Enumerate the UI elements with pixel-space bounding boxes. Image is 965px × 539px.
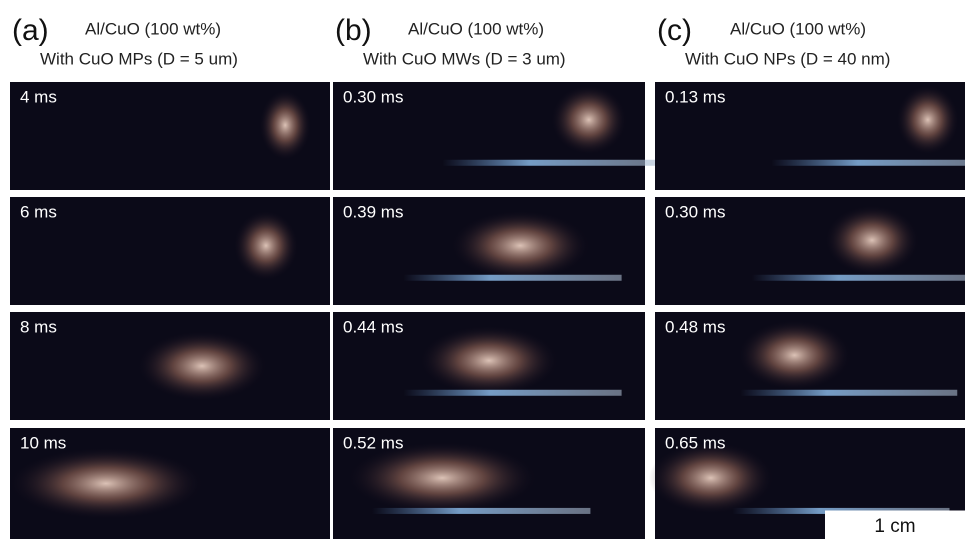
- flame-front: [452, 211, 589, 280]
- frame-time: 0.39 ms: [343, 202, 403, 221]
- flame-front: [349, 442, 536, 513]
- frame-time: 0.13 ms: [665, 87, 725, 106]
- tube-reflection: [740, 390, 957, 396]
- flame-front: [897, 85, 959, 154]
- frame-time: 0.44 ms: [343, 317, 403, 336]
- panel-label: (a): [12, 14, 49, 47]
- tube-reflection: [403, 275, 621, 281]
- flame-front: [10, 448, 202, 519]
- panel-subtitle: With CuO NPs (D = 40 nm): [685, 49, 890, 68]
- frame-time: 0.30 ms: [665, 202, 725, 221]
- frame-time: 8 ms: [20, 317, 57, 336]
- frame-time: 0.48 ms: [665, 317, 725, 336]
- panel-subtitle: With CuO MWs (D = 3 um): [363, 49, 566, 68]
- flame-front: [551, 85, 626, 154]
- flame-front: [420, 326, 557, 395]
- frame-time: 6 ms: [20, 202, 57, 221]
- frame-time: 10 ms: [20, 433, 66, 452]
- panel-title: Al/CuO (100 wt%): [408, 19, 544, 38]
- frame-time: 4 ms: [20, 87, 57, 106]
- flame-front: [739, 321, 851, 390]
- panel-subtitle: With CuO MPs (D = 5 um): [40, 49, 238, 68]
- flame-front: [826, 206, 919, 275]
- frame-time: 0.30 ms: [343, 87, 403, 106]
- panel-label: (b): [335, 14, 372, 47]
- scale-bar-label: 1 cm: [874, 516, 915, 537]
- tube-reflection: [771, 160, 965, 166]
- tube-reflection: [442, 160, 660, 166]
- flame-front: [649, 442, 773, 513]
- flame-front: [138, 331, 266, 400]
- panel-title: Al/CuO (100 wt%): [730, 19, 866, 38]
- frame-time: 0.65 ms: [665, 433, 725, 452]
- panel-title: Al/CuO (100 wt%): [85, 19, 221, 38]
- panel-label: (c): [657, 14, 692, 47]
- tube-reflection: [752, 275, 965, 281]
- flame-front: [234, 211, 298, 280]
- figure: (a) Al/CuO (100 wt%) With CuO MPs (D = 5 u…: [0, 0, 965, 539]
- frame-time: 0.52 ms: [343, 433, 403, 452]
- tube-reflection: [403, 390, 621, 396]
- tube-reflection: [372, 508, 590, 514]
- flame-front: [260, 91, 311, 160]
